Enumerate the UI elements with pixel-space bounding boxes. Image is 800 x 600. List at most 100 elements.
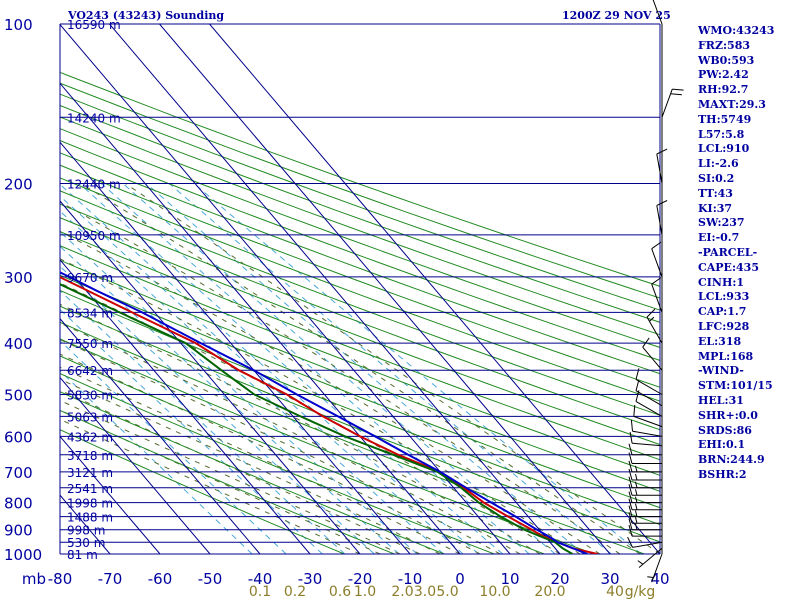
wind-barb-flag (656, 148, 668, 155)
wind-barb (652, 0, 663, 25)
pressure-tick-label: 1000 (4, 546, 42, 564)
wind-barb-shaft (656, 153, 663, 184)
height-label: 8534 m (67, 306, 113, 320)
mixing-ratio-label: 0.6 (329, 584, 351, 600)
mixing-ratio-label: 10.0 (479, 584, 510, 600)
height-label: 81 m (67, 548, 98, 562)
index-item: BSHR:2 (698, 467, 747, 481)
wind-barb-flag (651, 241, 662, 250)
height-label: 6642 m (67, 364, 113, 378)
index-item: SW:237 (698, 216, 745, 230)
index-item: WB0:593 (698, 53, 755, 67)
pressure-tick-label: 100 (4, 16, 33, 34)
wind-barb (642, 337, 663, 371)
index-item: SRDS:86 (698, 423, 752, 437)
index-item: TH:5749 (698, 112, 752, 126)
wind-barb-flag (628, 524, 633, 537)
height-label: 3121 m (67, 466, 113, 480)
isotherm-line (109, 24, 561, 554)
wind-barb-shaft (661, 88, 673, 118)
indices-panel: WMO:43243 FRZ:583 WB0:593 PW:2.42 RH:92.7 MAX… (698, 24, 774, 483)
wind-barb-flag (628, 443, 633, 455)
isotherm-line (60, 82, 461, 554)
wind-barb (629, 431, 663, 447)
height-label: 4362 m (67, 430, 113, 444)
wind-barb (646, 308, 663, 344)
wind-barb-flag (628, 468, 633, 481)
wind-barb (628, 518, 662, 531)
wind-barb-shaft (635, 390, 663, 407)
index-item: L57:5.8 (698, 127, 745, 141)
wind-barb-shaft (635, 400, 663, 417)
wind-barb-shaft (632, 430, 663, 437)
valid-time: 1200Z 29 NOV 25 (562, 9, 671, 22)
height-label: 14240 m (67, 111, 121, 125)
temperature-tick-label: 40 (650, 570, 669, 588)
wind-barb (635, 379, 663, 407)
wind-barb-shaft (633, 415, 663, 428)
index-item: SHR+:0.0 (698, 408, 758, 422)
wind-barb (630, 419, 663, 437)
wind-barb-flag (633, 404, 636, 417)
wind-barb-shaft (652, 0, 663, 25)
wind-barb (628, 524, 662, 537)
wind-barb-half-flag (635, 510, 638, 517)
temperature-tick-label: 10 (500, 570, 519, 588)
temperature-tick-label: -80 (48, 570, 73, 588)
wind-barb (633, 404, 663, 428)
temperature-tick-label: -60 (148, 570, 173, 588)
height-label: 10950 m (67, 229, 121, 243)
wind-barb (656, 148, 668, 184)
wind-barb-shaft (651, 248, 663, 278)
index-item: EL:318 (698, 334, 742, 348)
wind-barb-flag (642, 337, 650, 348)
wind-barb-flag (628, 518, 633, 530)
wind-barb-half-flag (635, 473, 638, 481)
moist-adiabat-line (80, 183, 641, 554)
pressure-tick-label: 200 (4, 176, 33, 194)
height-label: 9670 m (67, 271, 113, 285)
pressure-axis-label: mb (22, 570, 46, 588)
pressure-tick-label: 400 (4, 335, 33, 353)
index-item: TT:43 (698, 186, 733, 200)
index-item: MAXT:29.3 (698, 97, 766, 111)
mixing-ratio-label: 0.2 (284, 584, 306, 600)
wind-barb-flag (629, 431, 633, 444)
wind-barb-flag (672, 88, 684, 91)
temperature-profile (60, 276, 598, 554)
wind-barb-half-flag (635, 503, 638, 510)
moist-adiabat-line (60, 389, 421, 554)
index-item: EHI:0.1 (698, 438, 746, 452)
isotherms (60, 24, 660, 554)
height-label: 12440 m (67, 178, 121, 192)
wind-barb-flag (670, 93, 682, 96)
wind-barb-half-flag (635, 481, 638, 488)
mixing-ratio-label: g/kg (625, 584, 656, 600)
index-item: LCL:933 (698, 290, 750, 304)
index-item: LCL:910 (698, 142, 750, 156)
index-item: PW:2.42 (698, 68, 749, 82)
height-label: 1998 m (67, 497, 113, 511)
index-item: HEL:31 (698, 393, 744, 407)
mixing-ratio-label: 2.0 (391, 584, 413, 600)
isotherm-line (60, 141, 411, 554)
wind-barb-half-flag (635, 517, 638, 524)
plot-area (60, 24, 660, 554)
index-item: -WIND- (698, 364, 744, 378)
wind-barb-half-flag (635, 489, 638, 496)
mixing-ratio-label: 1.0 (354, 584, 376, 600)
index-item: CAPE:435 (698, 260, 759, 274)
wind-barb-flag (656, 200, 668, 206)
wind-barb-shaft (642, 346, 663, 371)
height-label: 1488 m (67, 511, 113, 525)
mixing-ratio-line (60, 290, 346, 554)
wind-barb-flag (646, 308, 656, 318)
wind-barb-shaft (638, 547, 663, 568)
height-label: 5830 m (67, 389, 113, 403)
height-label: 3718 m (67, 449, 113, 463)
wind-barb-flag (628, 512, 633, 524)
wind-barb (656, 200, 668, 235)
wind-barb-flag (628, 476, 633, 488)
wind-barb (647, 553, 663, 583)
